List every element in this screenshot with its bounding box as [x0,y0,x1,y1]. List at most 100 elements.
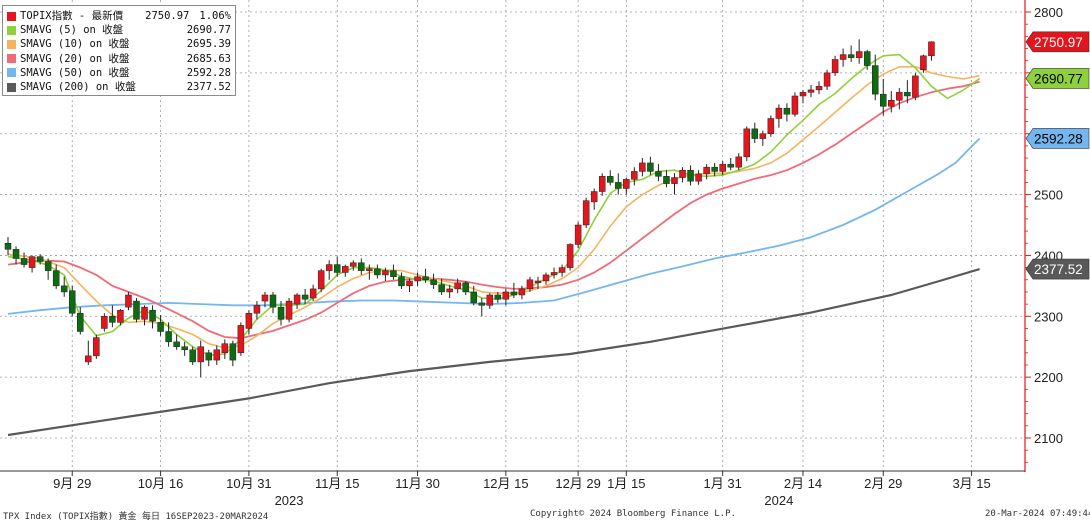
legend-row-sma20: SMAVG (20) on 收盤 2685.63 [7,52,231,66]
price-tag-label: 2592.28 [1034,131,1083,146]
candle [486,293,494,309]
price-tag: 2377.52 [1025,258,1090,280]
candle [325,260,333,280]
candle [775,104,783,128]
candle-body [446,288,453,293]
candle [125,291,132,311]
candle [149,305,156,329]
candle-body [695,173,702,182]
candle-body [703,166,710,175]
candle [719,161,726,176]
candle-body [783,107,791,115]
candle-body [863,51,871,66]
candle [863,49,871,70]
candle-body [293,294,301,305]
legend-row-sma5: SMAVG (5) on 收盤 2690.77 [7,23,231,37]
candle-body [615,182,622,189]
candle [799,89,807,104]
y-tick-label: 2200 [1034,370,1063,385]
legend-label-sma50: SMAVG (50) on 收盤 [20,66,130,79]
x-tick-label: 2月 14 [784,476,822,491]
candle [695,170,702,185]
candle-body [173,341,180,347]
candle-body [205,352,212,361]
candle [679,167,686,183]
x-year-label: 2024 [764,493,793,508]
candle-body [751,128,759,139]
candle-body [759,133,767,139]
candle-body [767,118,775,134]
candle [68,285,76,317]
candlesticks [4,39,935,378]
candle [181,341,188,356]
candle [735,153,742,171]
candle-body [366,268,373,271]
legend-swatch-sma10 [7,40,16,49]
y-tick-label: 2100 [1034,431,1063,446]
candle [871,54,879,101]
candle-body [125,294,132,308]
candle-body [181,346,188,351]
candle [623,177,630,195]
candle [615,173,622,195]
candle [20,252,28,268]
candle-body [68,290,76,314]
candle-body [598,176,606,192]
candle-body [799,92,807,97]
footer-source: TPX Index (TOPIX指數) 黃金 每日 16SEP2023-20MA… [3,512,269,522]
candle [253,301,261,320]
candle [333,256,341,277]
price-tags: 2750.97 2690.77 2592.28 2377.52 [1025,31,1090,280]
legend-value-sma10: 2695.39 [186,38,231,51]
candle-body [197,346,204,363]
legend-box: TOPIX指數 - 最新價 2750.97 1.06% SMAVG (5) on… [2,5,236,96]
candle [261,291,269,308]
x-year-label: 2023 [275,493,304,508]
candle-body [245,312,253,329]
candle [534,276,542,289]
x-tick-label: 3月 15 [952,476,990,491]
candle [751,122,759,143]
candle [904,80,911,104]
candle-body [4,243,12,250]
candle-body [253,305,261,314]
candle [518,285,526,300]
legend-last-price: 2750.97 [145,10,190,22]
candle [550,267,558,279]
candle-body [325,264,333,271]
candle-body [20,258,28,265]
candle [109,305,116,328]
candle-body [847,54,855,58]
candle-body [390,270,397,277]
price-tag-box [1025,31,1090,53]
candle [293,293,301,309]
price-tag-box [1025,258,1090,280]
candle [285,298,293,323]
candle [221,339,229,359]
candle [791,92,799,117]
candle [60,276,68,297]
candle [269,291,277,314]
candle [454,278,461,294]
candle [12,246,20,265]
candle [647,156,654,176]
candle-body [655,171,662,177]
price-tag-box [1025,68,1090,89]
candle-body [269,294,277,308]
candle-body [719,163,726,172]
candle [374,264,381,279]
candle [558,264,566,277]
candle [414,272,421,286]
x-tick-label: 10月 16 [138,476,184,491]
candle-body [928,41,935,57]
candle-body [77,312,84,332]
candle-body [36,256,44,262]
candle-body [285,300,293,320]
candle [77,307,84,335]
candle-body [382,270,389,276]
legend-row-sma10: SMAVG (10) on 收盤 2695.39 [7,37,231,51]
candle [101,313,108,332]
candle [189,346,196,365]
candle [358,258,365,275]
candle-body [317,270,325,290]
